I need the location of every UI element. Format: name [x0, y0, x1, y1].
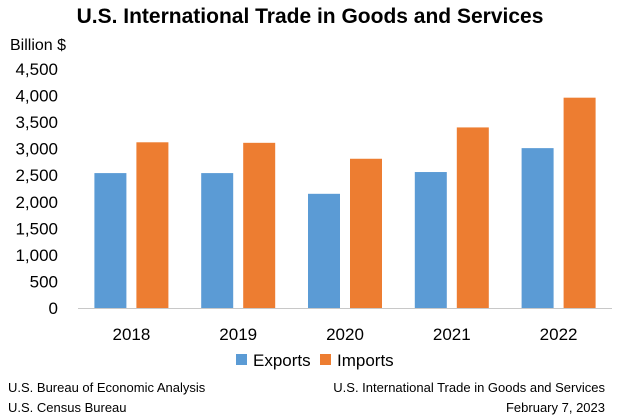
- bar-imports-2018: [136, 142, 169, 308]
- x-tick-label: 2020: [326, 325, 364, 344]
- y-tick-label: 3,000: [15, 140, 58, 159]
- y-tick-label: 500: [30, 272, 58, 291]
- release-date: February 7, 2023: [506, 400, 605, 415]
- y-tick-label: 4,500: [15, 60, 58, 79]
- bar-exports-2022: [521, 148, 554, 308]
- y-tick-label: 1,000: [15, 246, 58, 265]
- bar-exports-2020: [308, 193, 340, 308]
- chart-legend: Exports Imports: [236, 351, 394, 370]
- bar-exports-2018: [94, 173, 127, 308]
- legend-swatch-imports: [320, 354, 331, 365]
- x-tick-label: 2021: [433, 325, 471, 344]
- bar-exports-2019: [201, 173, 234, 308]
- legend-label-exports: Exports: [253, 351, 311, 370]
- x-tick-label: 2019: [219, 325, 257, 344]
- y-tick-label: 2,500: [15, 166, 58, 185]
- bar-series: [94, 97, 596, 309]
- bar-imports-2022: [563, 97, 596, 309]
- y-tick-label: 2,000: [15, 193, 58, 212]
- x-tick-label: 2018: [112, 325, 150, 344]
- bar-imports-2019: [243, 142, 276, 308]
- bar-exports-2021: [414, 172, 447, 308]
- release-title: U.S. International Trade in Goods and Se…: [333, 380, 605, 395]
- legend-label-imports: Imports: [337, 351, 394, 370]
- bar-imports-2020: [350, 158, 382, 308]
- x-axis-ticks: 2018 2019 2020 2021 2022: [112, 325, 577, 344]
- chart-title: U.S. International Trade in Goods and Se…: [77, 5, 544, 28]
- source-census: U.S. Census Bureau: [8, 400, 127, 415]
- x-tick-label: 2022: [540, 325, 578, 344]
- legend-swatch-exports: [236, 354, 247, 365]
- y-tick-label: 1,500: [15, 219, 58, 238]
- y-tick-label: 4,000: [15, 87, 58, 106]
- y-axis-ticks: 0 500 1,000 1,500 2,000 2,500 3,000 3,500 4,000 4…: [15, 60, 58, 318]
- y-axis-unit-label: Billion $: [10, 37, 66, 54]
- bar-imports-2021: [456, 127, 489, 308]
- y-tick-label: 0: [49, 299, 58, 318]
- y-tick-label: 3,500: [15, 113, 58, 132]
- source-bea: U.S. Bureau of Economic Analysis: [8, 380, 206, 395]
